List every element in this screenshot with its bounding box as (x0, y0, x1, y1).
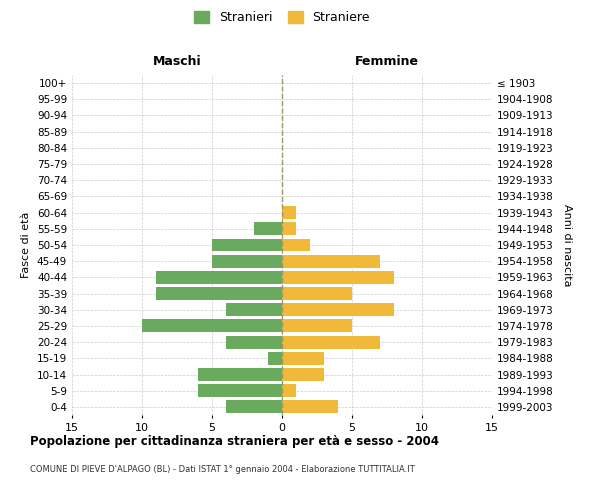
Bar (282, 384, 296, 397)
Bar (282, 206, 296, 219)
Bar (282, 352, 324, 365)
Bar (212, 254, 282, 268)
Bar (142, 320, 282, 332)
Bar (282, 336, 380, 348)
Bar (282, 238, 310, 252)
Bar (282, 320, 352, 332)
Bar (198, 384, 282, 397)
Text: COMUNE DI PIEVE D'ALPAGO (BL) - Dati ISTAT 1° gennaio 2004 - Elaborazione TUTTIT: COMUNE DI PIEVE D'ALPAGO (BL) - Dati IST… (30, 465, 415, 474)
Bar (282, 368, 324, 381)
Bar (226, 304, 282, 316)
Bar (156, 271, 282, 284)
Bar (282, 254, 380, 268)
Bar (282, 287, 352, 300)
Legend: Stranieri, Straniere: Stranieri, Straniere (189, 6, 375, 29)
Bar (226, 400, 282, 413)
Bar (226, 336, 282, 348)
Y-axis label: Anni di nascita: Anni di nascita (562, 204, 572, 286)
Bar (156, 287, 282, 300)
Bar (282, 400, 338, 413)
Bar (212, 238, 282, 252)
Bar (282, 271, 394, 284)
Text: Maschi: Maschi (152, 55, 202, 68)
Text: Femmine: Femmine (355, 55, 419, 68)
Bar (268, 352, 282, 365)
Bar (282, 222, 296, 235)
Bar (282, 304, 394, 316)
Y-axis label: Fasce di età: Fasce di età (22, 212, 31, 278)
Text: Popolazione per cittadinanza straniera per età e sesso - 2004: Popolazione per cittadinanza straniera p… (30, 435, 439, 448)
Bar (198, 368, 282, 381)
Bar (254, 222, 282, 235)
